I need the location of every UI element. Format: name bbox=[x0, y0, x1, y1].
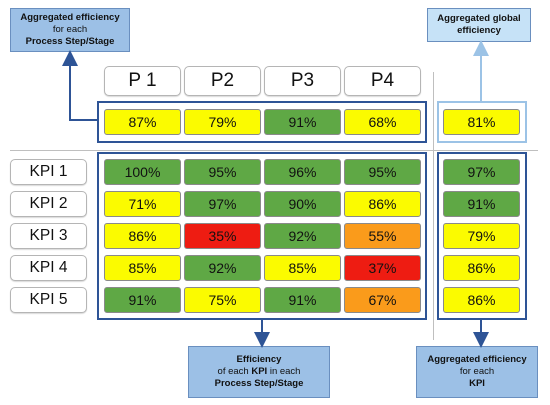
global-total-cell: 81% bbox=[443, 109, 520, 135]
arrow-to-process-callout bbox=[62, 50, 97, 121]
kpi-label-3: KPI 3 bbox=[10, 223, 87, 249]
kpi-2-step-4-cell: 86% bbox=[344, 191, 421, 217]
callout-kpi-line3: KPI bbox=[469, 378, 485, 389]
callout-kpi-step-line2: of each KPI in each bbox=[217, 366, 301, 377]
step-header-4: P4 bbox=[344, 66, 421, 96]
step-total-cell-4: 68% bbox=[344, 109, 421, 135]
callout-process-line1: Aggregated efficiency bbox=[20, 12, 120, 23]
step-total-cell-3: 91% bbox=[264, 109, 341, 135]
kpi-total-cell-3: 79% bbox=[443, 223, 520, 249]
separator-horizontal bbox=[10, 150, 538, 151]
kpi-3-step-1-cell: 86% bbox=[104, 223, 181, 249]
kpi-3-step-3-cell: 92% bbox=[264, 223, 341, 249]
kpi-1-step-1-cell: 100% bbox=[104, 159, 181, 185]
callout-process-line2: for each bbox=[52, 24, 88, 35]
step-total-cell-1: 87% bbox=[104, 109, 181, 135]
kpi-4-step-4-cell: 37% bbox=[344, 255, 421, 281]
kpi-4-step-3-cell: 85% bbox=[264, 255, 341, 281]
kpi-total-cell-2: 91% bbox=[443, 191, 520, 217]
kpi-5-step-3-cell: 91% bbox=[264, 287, 341, 313]
callout-kpi-aggregated: Aggregated efficiency for each KPI bbox=[416, 346, 538, 398]
step-totals-frame bbox=[97, 101, 427, 143]
callout-process-aggregated: Aggregated efficiency for each Process S… bbox=[10, 8, 130, 52]
step-total-cell-2: 79% bbox=[184, 109, 261, 135]
callout-kpi-line2: for each bbox=[459, 366, 495, 377]
kpi-2-step-1-cell: 71% bbox=[104, 191, 181, 217]
kpi-2-step-3-cell: 90% bbox=[264, 191, 341, 217]
separator-vertical bbox=[433, 72, 434, 340]
kpi-total-cell-5: 86% bbox=[443, 287, 520, 313]
kpi-total-cell-4: 86% bbox=[443, 255, 520, 281]
kpi-4-step-2-cell: 92% bbox=[184, 255, 261, 281]
step-header-3: P3 bbox=[264, 66, 341, 96]
global-total-frame bbox=[437, 101, 527, 143]
callout-global-line1: Aggregated global bbox=[437, 13, 521, 24]
callout-global-line2: efficiency bbox=[457, 25, 501, 36]
kpi-5-step-2-cell: 75% bbox=[184, 287, 261, 313]
kpi-4-step-1-cell: 85% bbox=[104, 255, 181, 281]
kpi-2-step-2-cell: 97% bbox=[184, 191, 261, 217]
kpi-label-5: KPI 5 bbox=[10, 287, 87, 313]
kpi-totals-frame bbox=[437, 152, 527, 320]
kpi-label-1: KPI 1 bbox=[10, 159, 87, 185]
kpi-5-step-4-cell: 67% bbox=[344, 287, 421, 313]
callout-kpi-step-line3: Process Step/Stage bbox=[214, 378, 304, 389]
kpi-3-step-2-cell: 35% bbox=[184, 223, 261, 249]
kpi-1-step-4-cell: 95% bbox=[344, 159, 421, 185]
callout-process-line3: Process Step/Stage bbox=[25, 36, 115, 47]
kpi-1-step-2-cell: 95% bbox=[184, 159, 261, 185]
kpi-1-step-3-cell: 96% bbox=[264, 159, 341, 185]
callout-kpi-step-line1: Efficiency bbox=[236, 354, 282, 365]
callout-global-aggregated: Aggregated global efficiency bbox=[427, 8, 531, 42]
step-header-1: P 1 bbox=[104, 66, 181, 96]
callout-kpi-line1: Aggregated efficiency bbox=[427, 354, 527, 365]
kpi-5-step-1-cell: 91% bbox=[104, 287, 181, 313]
kpi-matrix-frame bbox=[97, 152, 427, 320]
kpi-total-cell-1: 97% bbox=[443, 159, 520, 185]
step-header-2: P2 bbox=[184, 66, 261, 96]
kpi-label-4: KPI 4 bbox=[10, 255, 87, 281]
kpi-3-step-4-cell: 55% bbox=[344, 223, 421, 249]
kpi-label-2: KPI 2 bbox=[10, 191, 87, 217]
